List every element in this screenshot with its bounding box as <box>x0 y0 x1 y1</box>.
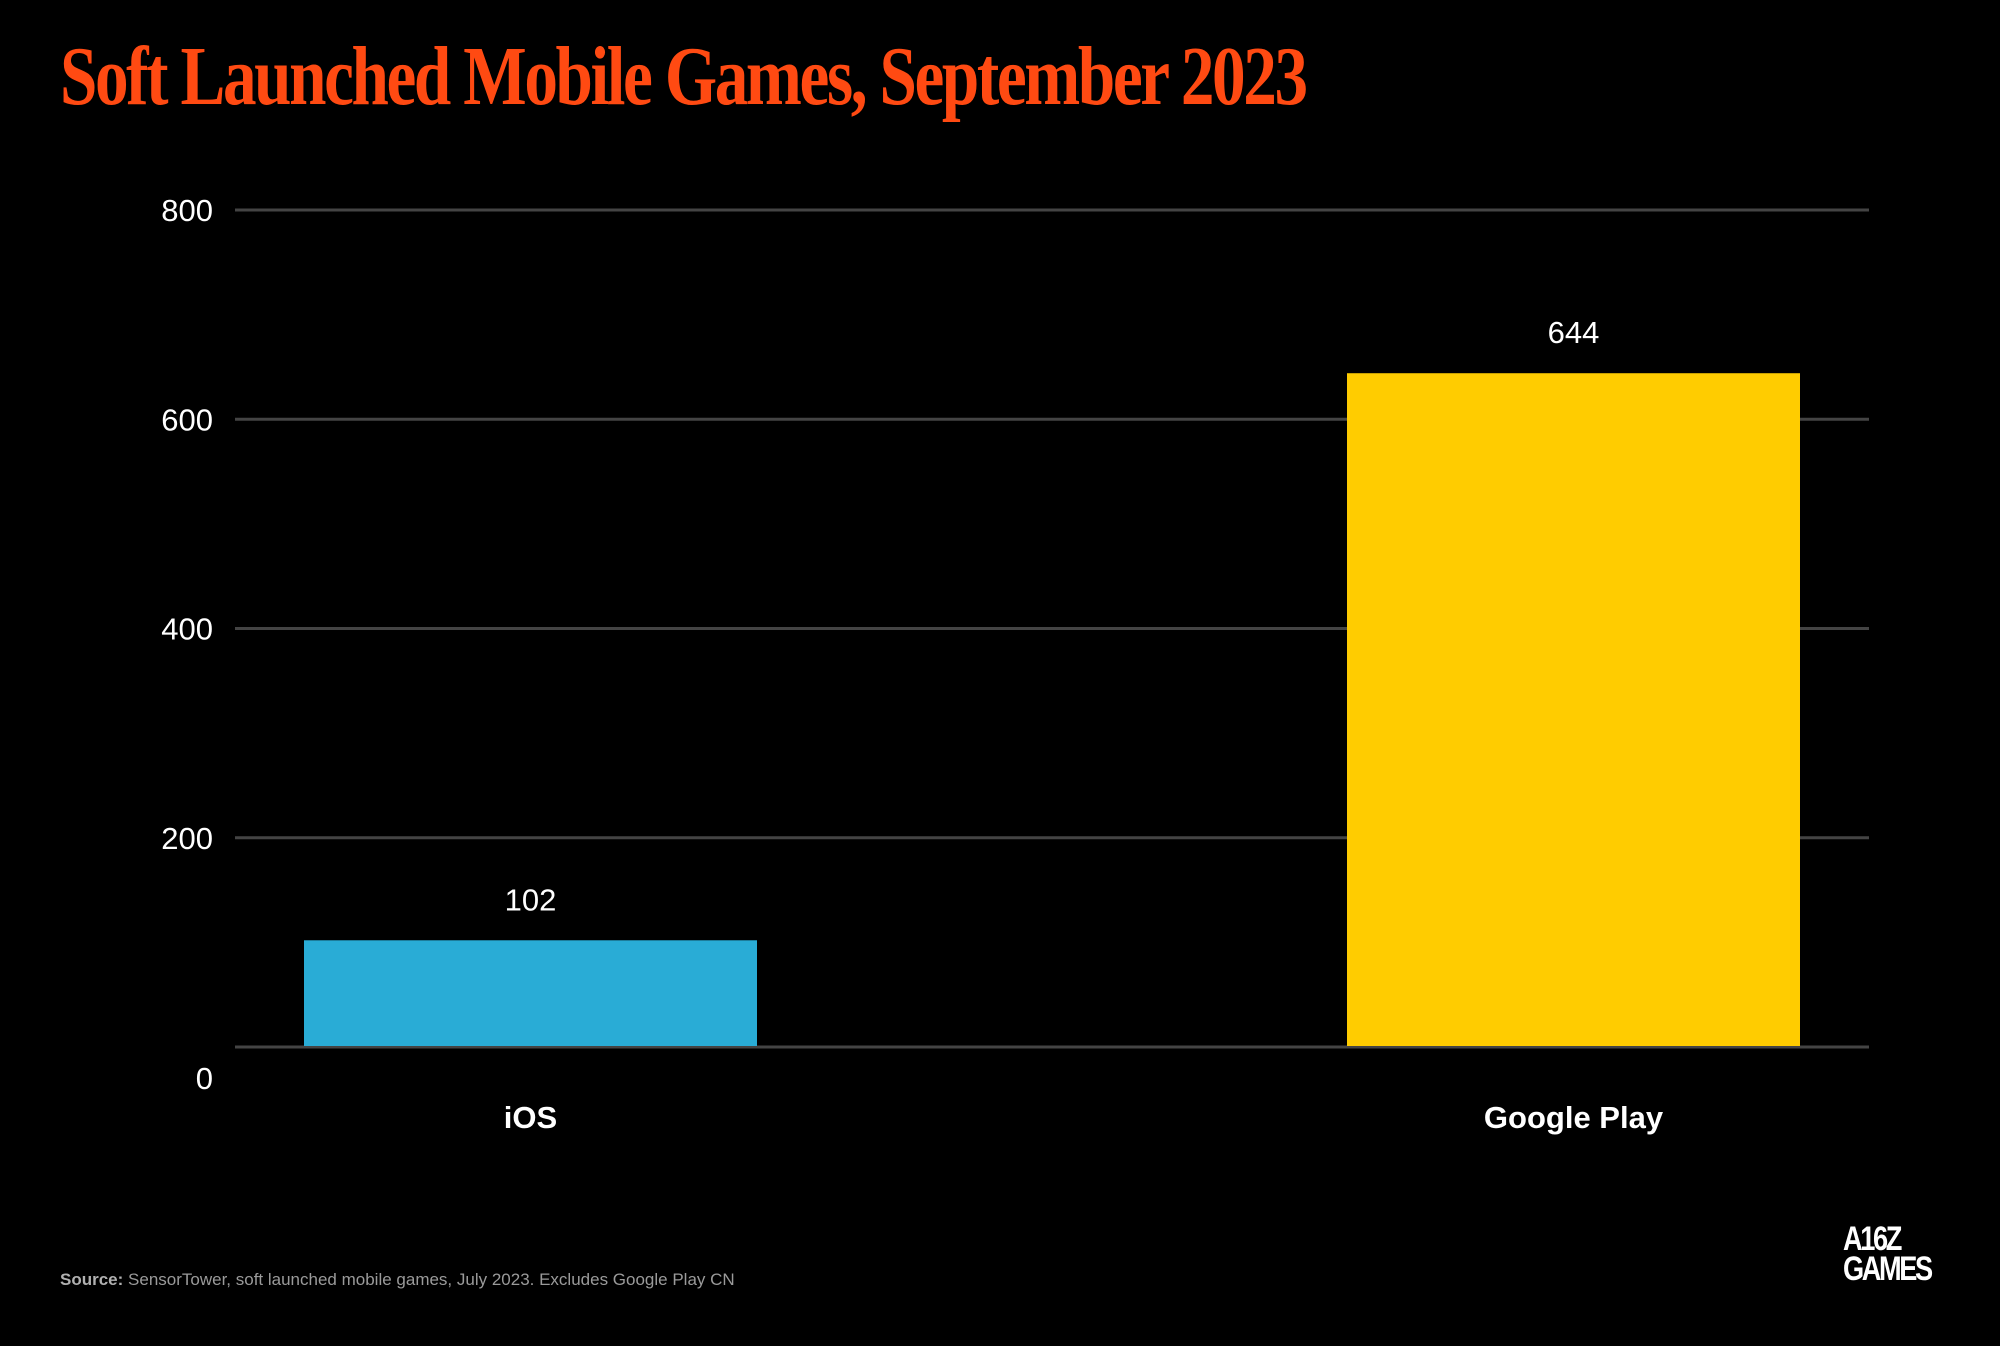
x-tick-label: Google Play <box>1484 1100 1664 1135</box>
logo-line2: GAMES <box>1843 1250 1933 1288</box>
y-tick-label: 800 <box>161 193 213 228</box>
y-tick-label: 600 <box>161 402 213 437</box>
y-tick-label: 200 <box>161 821 213 856</box>
data-label: 102 <box>505 882 557 917</box>
chart-title: Soft Launched Mobile Games, September 20… <box>60 30 1308 123</box>
data-label: 644 <box>1548 315 1600 350</box>
source-text: SensorTower, soft launched mobile games,… <box>128 1270 735 1289</box>
x-tick-label: iOS <box>504 1100 557 1135</box>
source-note: Source: SensorTower, soft launched mobil… <box>60 1270 735 1290</box>
y-tick-label: 0 <box>196 1061 213 1096</box>
bar-google-play <box>1347 373 1800 1047</box>
bar-ios <box>304 940 757 1046</box>
source-label: Source: <box>60 1270 124 1289</box>
y-tick-label: 400 <box>161 612 213 647</box>
logo-line1: A16Z <box>1843 1220 1902 1258</box>
a16z-games-logo: A16Z GAMES <box>1843 1220 1933 1288</box>
